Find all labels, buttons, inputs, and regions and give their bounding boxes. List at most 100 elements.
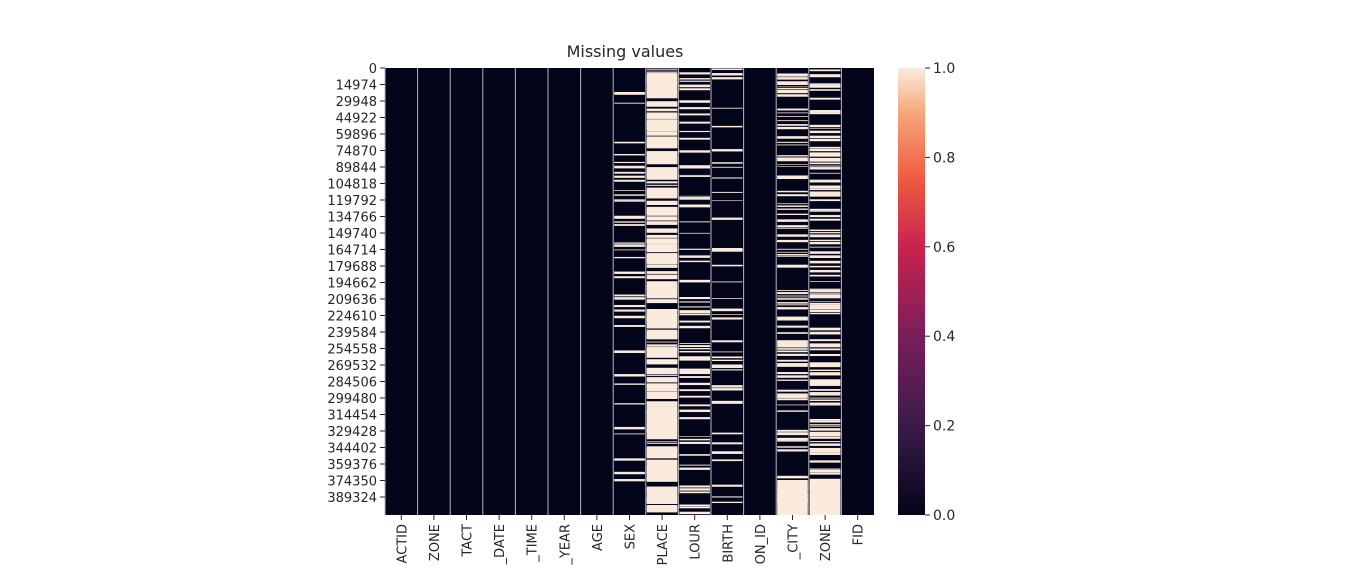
row-tick-label: 269532 (327, 359, 377, 374)
missing-stripe (646, 257, 678, 262)
row-tick-label: 359376 (327, 458, 377, 473)
missing-stripe (777, 353, 808, 356)
missing-stripe (679, 301, 710, 303)
missing-stripe (646, 504, 678, 510)
column-tick-label: ZONE (428, 524, 443, 561)
missing-stripe (777, 253, 808, 256)
missing-stripe (679, 107, 710, 110)
missing-stripe (777, 449, 808, 452)
missing-stripe (777, 379, 808, 381)
missing-stripe (777, 159, 808, 162)
missing-stripe (712, 351, 743, 353)
missing-stripe (777, 298, 808, 300)
missing-stripe (679, 368, 710, 371)
missing-stripe (809, 86, 841, 88)
row-tick-label: 179688 (327, 260, 377, 275)
missing-stripe (614, 309, 645, 312)
missing-stripe (809, 307, 841, 310)
missing-stripe (679, 371, 710, 375)
missing-stripe (712, 166, 743, 168)
missing-stripe (646, 472, 678, 478)
missing-stripe (646, 383, 678, 388)
missing-stripe (646, 477, 678, 480)
column-cell (743, 68, 777, 515)
missing-stripe (646, 68, 678, 70)
column-tick-label: _YEAR (558, 524, 573, 566)
missing-stripe (646, 348, 678, 350)
missing-stripe (646, 234, 678, 238)
missing-stripe (679, 438, 710, 441)
missing-stripe (777, 73, 808, 75)
missing-stripe (712, 388, 743, 391)
missing-stripe (712, 385, 743, 388)
missing-stripe (777, 404, 808, 406)
missing-stripe (712, 73, 743, 76)
missing-stripe (809, 372, 841, 374)
missing-stripe (809, 251, 841, 254)
missing-stripe (679, 121, 710, 124)
missing-stripe (646, 427, 678, 433)
missing-stripe (712, 496, 743, 498)
missing-stripe (777, 234, 808, 237)
missing-stripe (809, 255, 841, 257)
missing-stripe (679, 130, 710, 133)
row-tick-label: 14974 (336, 79, 377, 94)
missing-stripe (646, 316, 678, 320)
missing-stripe (614, 179, 645, 182)
column-tick-labels: ACTID ZONE TACT _DATE _TIME _YEAR AGE SEX PLACE L… (395, 515, 867, 566)
missing-stripe (614, 471, 645, 475)
missing-stripe (646, 72, 678, 74)
missing-stripe (646, 131, 678, 136)
missing-stripe (679, 441, 710, 444)
missing-stripe (809, 89, 841, 91)
missing-stripe (777, 239, 808, 243)
missing-stripe (646, 108, 678, 112)
missing-stripe (777, 112, 808, 114)
column-cell (841, 68, 874, 515)
missing-stripe (777, 251, 808, 253)
column-tick-label: _CITY (787, 524, 802, 560)
missing-stripe (777, 225, 808, 228)
missing-stripe (614, 199, 645, 201)
missing-stripe (809, 452, 841, 455)
missing-stripe (614, 256, 645, 259)
missing-stripe (614, 383, 645, 385)
missing-stripe (646, 350, 678, 352)
missing-stripe (614, 403, 645, 405)
missing-stripe (646, 145, 678, 146)
missing-stripe (777, 248, 808, 250)
missing-stripe (809, 179, 841, 183)
missing-stripe (679, 358, 710, 361)
missing-stripe (809, 232, 841, 234)
missing-stripe (712, 501, 743, 504)
missing-stripe (712, 459, 743, 462)
missing-stripe (777, 166, 808, 167)
missing-block (809, 480, 841, 515)
missing-stripe (679, 72, 710, 75)
missing-stripe (777, 437, 808, 440)
missing-stripe (809, 84, 841, 87)
missing-stripe (679, 175, 710, 177)
missing-stripe (809, 185, 841, 188)
column-tick-label: BIRTH (721, 524, 736, 563)
missing-stripe (777, 158, 808, 161)
missing-stripe (646, 460, 678, 463)
missing-stripe (646, 120, 678, 123)
missing-stripe (777, 318, 808, 321)
missing-stripe (646, 139, 678, 144)
missing-stripe (614, 190, 645, 191)
missing-stripe (646, 123, 678, 127)
missing-stripe (809, 128, 841, 129)
missing-stripe (646, 374, 678, 376)
missing-stripe (614, 304, 645, 307)
missing-stripe (712, 356, 743, 359)
missing-stripe (809, 97, 841, 100)
missing-stripe (777, 87, 808, 90)
missing-stripe (809, 135, 841, 138)
missing-stripe (679, 504, 710, 507)
missing-stripe (646, 173, 678, 179)
row-tick-label: 329428 (327, 425, 377, 440)
missing-stripe (679, 376, 710, 378)
missing-stripe (646, 497, 678, 502)
missing-stripe (777, 141, 808, 143)
